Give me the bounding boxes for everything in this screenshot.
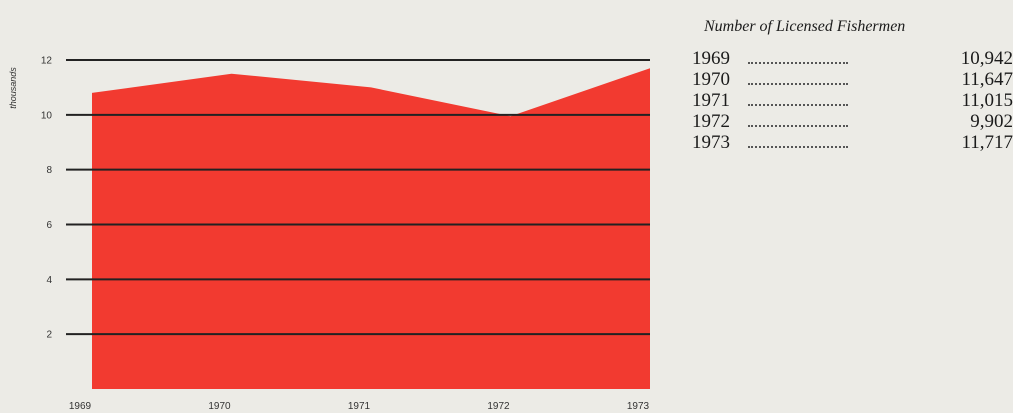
row-leader-dots xyxy=(748,146,848,148)
grid-layer xyxy=(66,59,650,336)
table-row: 1971 11,015 xyxy=(690,90,1013,111)
y-tick-label: 2 xyxy=(46,330,52,341)
x-tick-label: 1970 xyxy=(208,401,231,412)
row-year: 1970 xyxy=(692,69,730,90)
fishermen-table: Number of Licensed Fishermen 1969 10,942… xyxy=(690,18,1013,153)
y-tick-label: 10 xyxy=(41,110,53,121)
row-value: 9,902 xyxy=(970,111,1013,132)
x-tick-layer: 1969 1970 1971 1972 1973 xyxy=(69,401,650,412)
area-chart: 2 4 6 8 10 12 1969 1970 1971 1972 1973 thousands xyxy=(8,56,650,412)
row-leader-dots xyxy=(748,125,848,127)
table-row: 1970 11,647 xyxy=(690,69,1013,90)
y-tick-layer: 2 4 6 8 10 12 xyxy=(41,56,53,341)
y-tick-label: 6 xyxy=(46,220,52,231)
x-tick-label: 1972 xyxy=(487,401,510,412)
row-leader-dots xyxy=(748,83,848,85)
y-tick-label: 4 xyxy=(46,275,52,286)
row-year: 1973 xyxy=(692,132,730,153)
area-layer xyxy=(92,68,650,389)
row-value: 11,647 xyxy=(961,69,1013,90)
row-year: 1972 xyxy=(692,111,730,132)
area-series xyxy=(92,68,650,389)
row-leader-dots xyxy=(748,104,848,106)
row-year: 1969 xyxy=(692,48,730,69)
x-tick-label: 1971 xyxy=(348,401,371,412)
y-tick-label: 8 xyxy=(46,165,52,176)
table-row: 1969 10,942 xyxy=(690,48,1013,69)
row-leader-dots xyxy=(748,62,848,64)
x-tick-label: 1969 xyxy=(69,401,92,412)
table-row: 1972 9,902 xyxy=(690,111,1013,132)
table-row: 1973 11,717 xyxy=(690,132,1013,153)
row-value: 11,717 xyxy=(961,132,1013,153)
y-tick-label: 12 xyxy=(41,56,53,67)
table-rows: 1969 10,942 1970 11,647 1971 11,015 1972… xyxy=(690,48,1013,153)
row-value: 10,942 xyxy=(960,48,1013,69)
table-title: Number of Licensed Fishermen xyxy=(704,18,906,35)
y-axis-label: thousands xyxy=(8,67,18,109)
x-tick-label: 1973 xyxy=(627,401,650,412)
row-value: 11,015 xyxy=(961,90,1013,111)
row-year: 1971 xyxy=(692,90,730,111)
